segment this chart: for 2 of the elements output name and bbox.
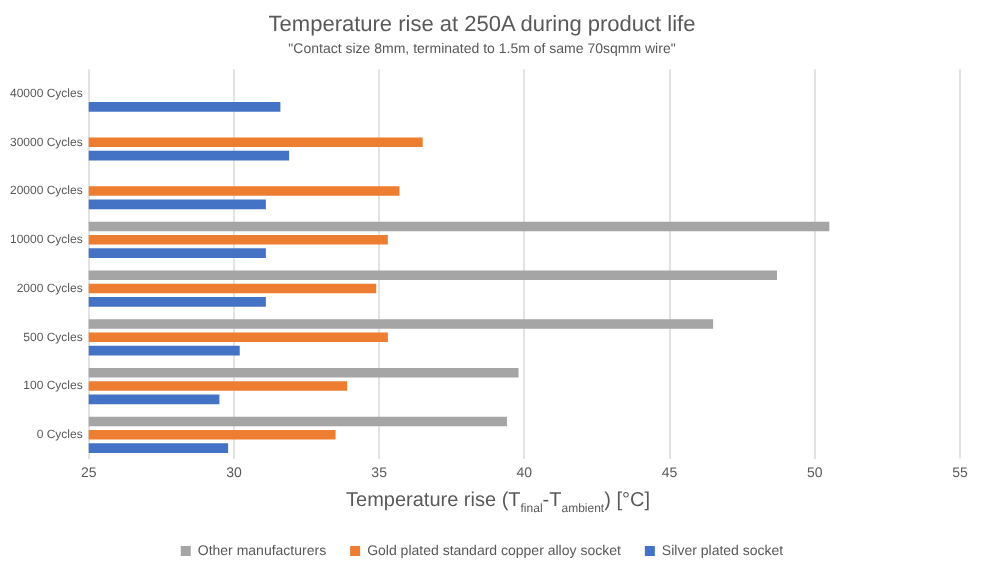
chart-title: Temperature rise at 250A during product life <box>268 13 696 38</box>
x-axis-title: Temperature rise (T$_{final}$-T$_{ambient}$) [°C] <box>344 490 652 516</box>
